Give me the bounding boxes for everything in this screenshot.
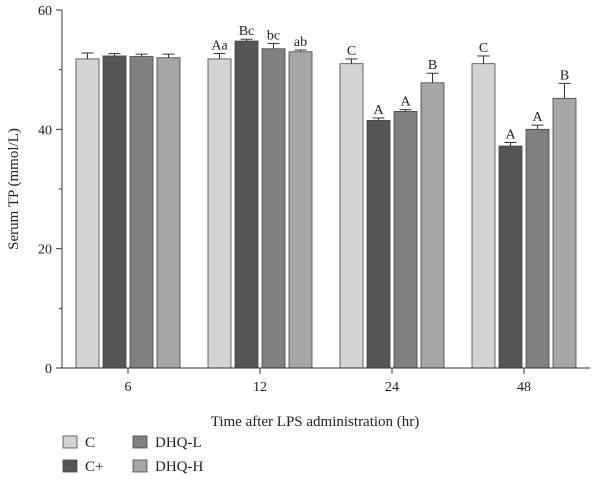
legend-swatch (132, 459, 148, 473)
y-tick-label: 60 (38, 4, 52, 19)
significance-label: Aa (211, 39, 228, 54)
bar (261, 48, 286, 369)
bar (471, 63, 496, 369)
significance-label: C (479, 41, 488, 56)
legend-swatch (132, 435, 148, 449)
y-tick-label: 0 (45, 362, 52, 377)
significance-label: bc (267, 28, 280, 43)
bar (288, 51, 313, 369)
x-tick-label: 48 (517, 380, 531, 395)
legend: C C+ DHQ-L DHQ-H (62, 435, 203, 475)
bar (552, 97, 577, 369)
significance-label: A (373, 103, 384, 118)
significance-label: A (532, 110, 543, 125)
significance-label: A (400, 95, 411, 110)
bars-group: Aa Bc bc ab C A A B C A A B (75, 24, 577, 369)
bar (420, 82, 445, 369)
bar (393, 111, 418, 369)
legend-label: DHQ-L (155, 435, 202, 451)
significance-label: C (347, 44, 356, 59)
legend-swatch (62, 435, 78, 449)
bar (366, 119, 391, 369)
bar (75, 58, 100, 369)
significance-label: Bc (239, 24, 255, 39)
significance-label: B (428, 58, 437, 73)
x-axis-label: Time after LPS administration (hr) (211, 414, 420, 430)
legend-label: DHQ-H (155, 459, 203, 475)
bar (525, 128, 550, 369)
bar (498, 145, 523, 369)
bar (207, 58, 232, 369)
legend-label: C (85, 435, 95, 451)
significance-label: A (505, 127, 516, 142)
bar (234, 40, 259, 369)
significance-label: B (560, 68, 569, 83)
y-tick-label: 40 (38, 123, 52, 138)
x-tick-label: 12 (253, 380, 267, 395)
x-tick-label: 6 (125, 380, 132, 395)
bar (156, 57, 181, 369)
axes-group: 6 12 24 48 0 20 40 60 (38, 4, 590, 395)
bar (102, 55, 127, 369)
y-tick-label: 20 (38, 243, 52, 258)
bar (129, 56, 154, 369)
legend-label: C+ (85, 459, 103, 475)
y-axis-label: Serum TP (mmol/L) (6, 128, 22, 250)
x-tick-label: 24 (385, 380, 399, 395)
legend-swatch (62, 459, 78, 473)
bar (339, 63, 364, 369)
significance-label: ab (294, 35, 307, 50)
